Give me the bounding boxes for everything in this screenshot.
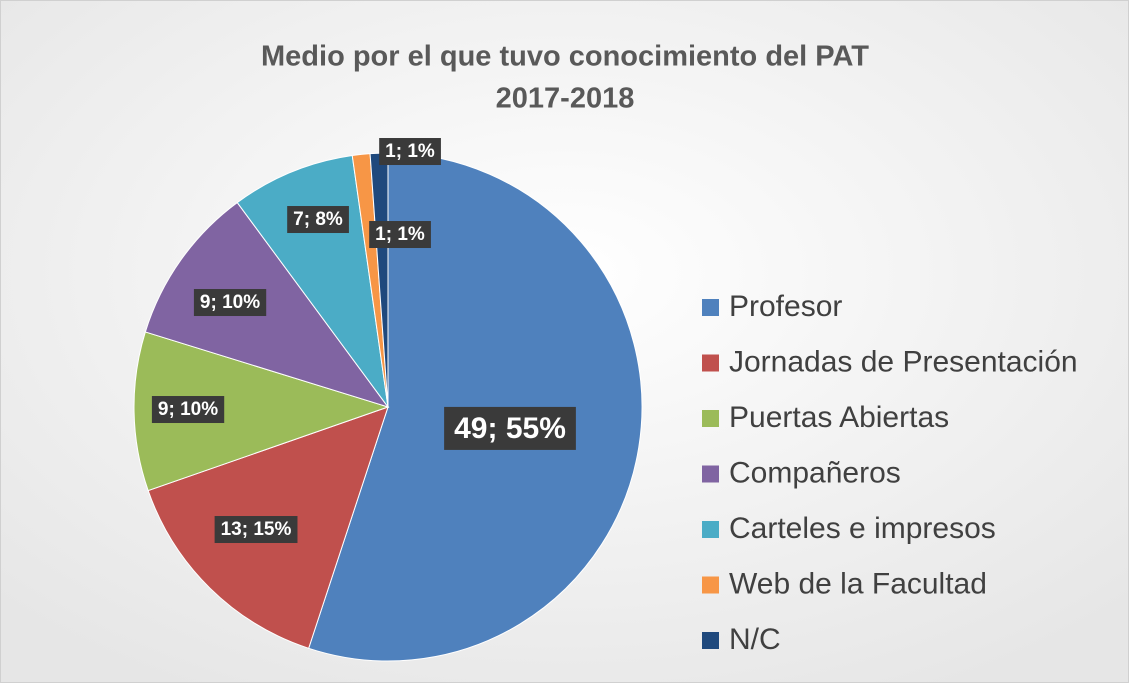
legend-label: Jornadas de Presentación xyxy=(729,345,1078,378)
legend-label: Compañeros xyxy=(729,456,901,489)
data-label: 1; 1% xyxy=(385,141,435,162)
data-label-bg xyxy=(214,516,298,544)
legend-swatch xyxy=(702,576,719,594)
data-label-bg xyxy=(379,138,441,166)
pie-slice xyxy=(133,331,390,492)
pie-slice xyxy=(144,201,390,408)
chart-title: Medio por el que tuvo conocimiento del P… xyxy=(261,41,869,73)
legend-label: Puertas Abiertas xyxy=(729,401,949,434)
data-label: 9; 10% xyxy=(200,292,260,313)
legend-swatch xyxy=(702,299,719,316)
legend-swatch xyxy=(702,354,719,372)
legend-label: Web de la Facultad xyxy=(729,567,987,600)
data-label: 1; 1% xyxy=(375,224,425,245)
data-label: 49; 55% xyxy=(454,412,566,445)
data-label-bg xyxy=(287,206,349,234)
legend-label: Profesor xyxy=(729,290,842,323)
data-label: 7; 8% xyxy=(293,209,343,230)
data-label: 13; 15% xyxy=(221,519,292,540)
data-label: 9; 10% xyxy=(158,399,218,420)
legend-swatch xyxy=(702,410,719,427)
legend-swatch xyxy=(702,521,719,538)
legend-label: N/C xyxy=(729,623,781,656)
data-label-bg xyxy=(444,406,576,450)
data-label-bg xyxy=(151,396,225,424)
legend-swatch xyxy=(702,632,719,649)
data-label-bg xyxy=(193,289,267,317)
pie-slice xyxy=(236,154,389,408)
legend-swatch xyxy=(702,465,719,483)
legend-label: Carteles e impresos xyxy=(729,512,996,545)
data-label-bg xyxy=(369,221,431,249)
chart-subtitle: 2017-2018 xyxy=(496,83,635,115)
